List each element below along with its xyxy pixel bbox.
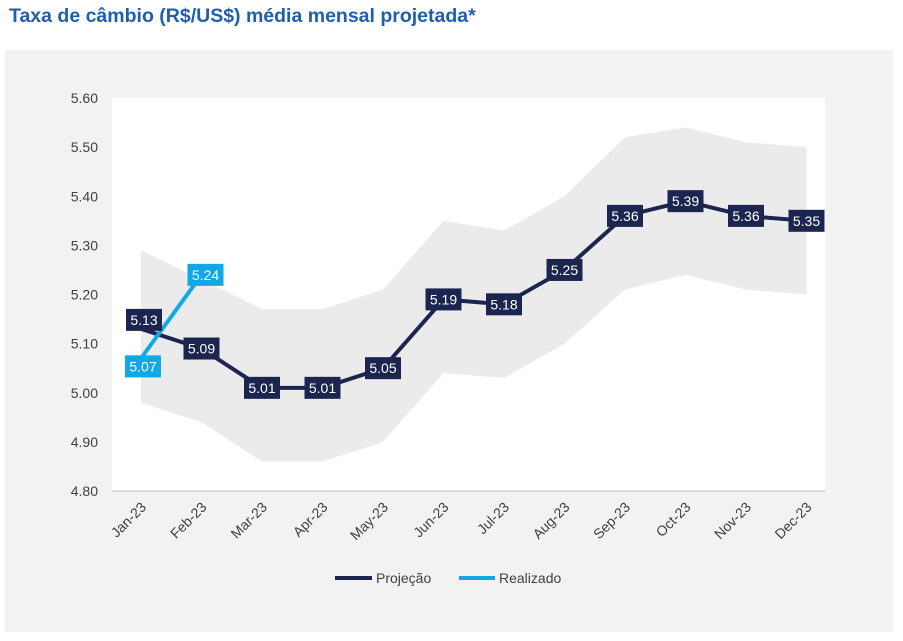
chart-panel: 5.60 5.50 5.40 5.30 5.20 5.10 5.00 4.90 4.80 Jan… — [5, 50, 893, 632]
y-tick-label: 5.00 — [71, 385, 98, 401]
data-label-projecao-box — [304, 376, 341, 399]
data-label-projecao: 5.25 — [546, 258, 583, 281]
data-label-projecao-box — [244, 376, 280, 399]
data-label-projecao: 5.36 — [607, 204, 643, 227]
legend-label-projecao: Projeção — [376, 570, 431, 586]
x-tick-label: Dec-23 — [771, 499, 814, 542]
data-label-projecao-box — [486, 293, 522, 316]
x-tick-label: Oct-23 — [653, 499, 694, 540]
data-label-projecao-text: 5.19 — [430, 291, 457, 307]
data-label-projecao: 5.19 — [425, 288, 462, 311]
y-tick-label: 5.30 — [71, 237, 98, 253]
data-label-projecao-text: 5.05 — [369, 360, 396, 376]
legend: Projeção Realizado — [335, 570, 561, 586]
y-tick-label: 5.60 — [71, 90, 98, 106]
data-label-projecao: 5.35 — [788, 209, 825, 232]
chart-title: Taxa de câmbio (R$/US$) média mensal pro… — [9, 5, 476, 27]
data-label-projecao: 5.39 — [667, 190, 704, 213]
data-label-projecao-box — [728, 204, 764, 227]
data-label-realizado: 5.07 — [125, 355, 161, 378]
data-label-projecao-text: 5.36 — [611, 208, 638, 224]
data-label-projecao-text: 5.01 — [248, 380, 275, 396]
x-tick-label: May-23 — [347, 499, 391, 543]
x-tick-label: Nov-23 — [711, 499, 754, 542]
data-label-realizado-box — [125, 355, 161, 378]
data-label-realizado-box — [187, 263, 224, 286]
data-label-projecao: 5.36 — [728, 204, 764, 227]
data-label-realizado-text: 5.07 — [129, 358, 156, 374]
data-label-projecao-text: 5.01 — [309, 380, 336, 396]
y-tick-label: 5.40 — [71, 188, 98, 204]
data-label-projecao-text: 5.25 — [551, 262, 578, 278]
data-label-projecao-text: 5.09 — [188, 341, 215, 357]
y-tick-label: 4.90 — [71, 434, 98, 450]
x-tick-label: Jan-23 — [108, 499, 150, 541]
data-label-projecao-text: 5.35 — [793, 213, 820, 229]
x-tick-label: Mar-23 — [227, 499, 270, 542]
data-label-projecao-box — [365, 357, 401, 380]
x-tick-label: Jun-23 — [410, 499, 452, 541]
data-label-projecao: 5.01 — [244, 376, 280, 399]
x-tick-label: Feb-23 — [167, 499, 210, 542]
data-label-projecao: 5.13 — [126, 308, 162, 331]
x-tick-label: Sep-23 — [590, 499, 633, 542]
data-label-projecao-text: 5.39 — [672, 193, 699, 209]
series-line-realizado — [139, 273, 204, 360]
y-tick-label: 5.50 — [71, 139, 98, 155]
y-tick-label: 4.80 — [71, 483, 98, 499]
data-label-projecao-text: 5.18 — [490, 296, 517, 312]
y-tick-label: 5.10 — [71, 336, 98, 352]
data-label-projecao-box — [667, 190, 704, 213]
data-label-projecao: 5.01 — [304, 376, 341, 399]
data-label-projecao-box — [425, 288, 462, 311]
data-label-projecao: 5.18 — [486, 293, 522, 316]
data-label-projecao-box — [183, 337, 220, 360]
data-label-projecao-box — [788, 209, 825, 232]
data-label-realizado: 5.24 — [187, 263, 224, 286]
x-tick-label: Apr-23 — [290, 499, 331, 540]
data-label-projecao: 5.09 — [183, 337, 220, 360]
data-label-projecao-text: 5.13 — [130, 312, 157, 328]
chart-svg: 5.60 5.50 5.40 5.30 5.20 5.10 5.00 4.90 4.80 Jan… — [71, 90, 825, 586]
y-tick-label: 5.20 — [71, 287, 98, 303]
data-label-projecao-text: 5.36 — [732, 208, 759, 224]
data-label-realizado-text: 5.24 — [192, 267, 219, 283]
data-label-projecao: 5.05 — [365, 357, 401, 380]
data-label-projecao-box — [126, 308, 162, 331]
data-label-projecao-box — [546, 258, 583, 281]
x-tick-label: Jul-23 — [474, 499, 512, 537]
legend-label-realizado: Realizado — [499, 570, 561, 586]
data-label-projecao-box — [607, 204, 643, 227]
x-tick-label: Aug-23 — [529, 499, 572, 542]
